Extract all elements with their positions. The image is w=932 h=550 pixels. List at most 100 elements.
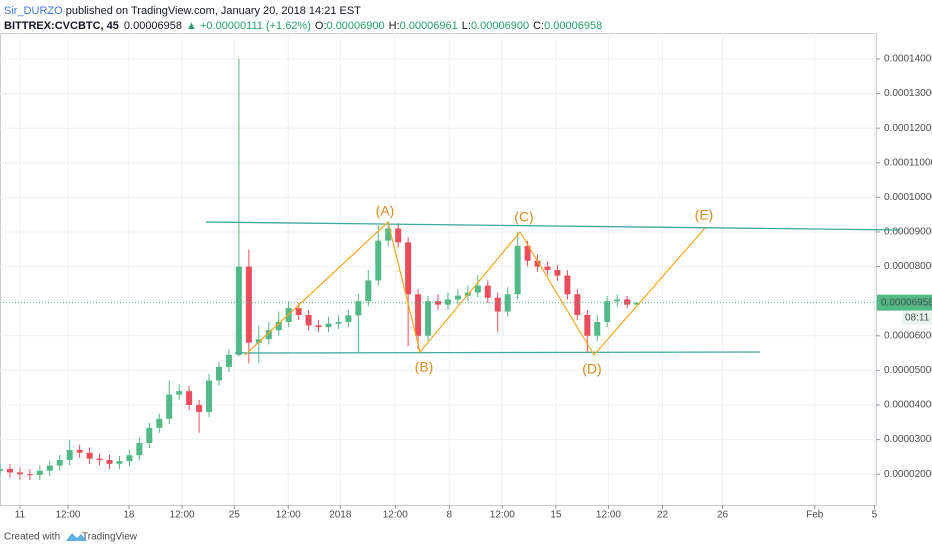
candle-body [514,245,521,295]
y-tick-label: 0.00006000 [884,330,932,341]
x-tick-label: 12:00 [383,510,408,521]
candle-body [235,266,242,355]
x-tick-label: 26 [717,510,729,521]
last-price-box [877,294,932,311]
candle-body [454,295,461,300]
x-tick-label: 18 [123,510,135,521]
footer: Created with TradingView [4,532,138,543]
ohlc-value: 0.00006900 [327,20,385,32]
last-price-label: 0.00006958 [881,297,932,308]
x-tick-label: 12:00 [170,510,195,521]
candle-body [96,458,103,461]
candle-body [345,315,352,322]
candle-body [554,270,561,276]
y-tick-label: 0.00003000 [884,434,932,445]
footer-text: Created with [4,532,60,543]
footer-brand[interactable]: TradingView [82,532,138,543]
y-tick-label: 0.00011000 [884,157,932,168]
x-tick-label: 12:00 [596,510,621,521]
candle-body [126,455,133,462]
candle-body [176,391,183,395]
y-tick-label: 0.00005000 [884,365,932,376]
candle-body [584,315,591,336]
candle-body [315,325,322,328]
x-tick-label: 5 [872,510,878,521]
x-tick-label: Feb [806,510,824,521]
ohlc-label: C: [533,20,544,32]
price: 0.00006958 [124,20,182,32]
y-tick-label: 0.00004000 [884,400,932,411]
candle-body [494,297,501,312]
x-tick-label: 12:00 [276,510,301,521]
wave-path [244,220,706,357]
candle-body [405,242,412,295]
plot-frame [0,33,877,506]
candle-body [245,266,252,343]
candle-body [116,461,123,464]
x-tick-label: 2018 [329,510,352,521]
wave-label: (D) [582,361,601,377]
candle-body [16,472,23,475]
candle-body [614,299,621,302]
y-tick-label: 0.00010000 [884,192,932,203]
candle-body [325,323,332,328]
x-tick-label: 8 [447,510,453,521]
candle-body [395,228,402,243]
candle-body [76,449,83,453]
candle-body [26,474,33,476]
published: published on TradingView.com, January 20… [63,5,361,17]
candle-body [604,301,611,322]
candle-body [484,285,491,298]
y-tick-label: 0.00012000 [884,123,932,134]
candle-body [136,443,143,456]
candle-body [0,469,3,471]
ohlc-label: H: [389,20,400,32]
candle-body [156,418,163,428]
y-tick-label: 0.00008000 [884,261,932,272]
candle-body [275,321,282,331]
candle-body [534,260,541,267]
candle-body [206,380,213,412]
candle-body [196,404,203,412]
x-tick-label: 11 [15,510,26,521]
candle-body [106,460,113,464]
countdown-box [902,310,932,325]
candle-body [524,245,531,261]
ohlc-label: L: [462,20,471,32]
wave-label: (A) [376,203,395,219]
candle-body [6,469,13,473]
candle-body [56,460,63,466]
candle-body [444,299,451,305]
candle-body [425,301,432,336]
candle-body [225,354,232,367]
x-tick-label: 22 [657,510,669,521]
candle-body [564,275,571,295]
candle-body [594,321,601,336]
trendline [234,351,761,354]
candle-body [375,240,382,281]
ohlc-value: 0.00006961 [400,20,458,32]
candle-body [295,308,302,316]
candle-body [216,366,222,381]
x-tick-label: 12:00 [55,510,80,521]
y-tick-label: 0.00002000 [884,469,932,480]
candle-body [305,315,312,326]
countdown: 08:11 [905,312,930,323]
author-link[interactable]: Sir_DURZO [4,5,63,17]
logo [66,533,87,541]
ohlc-value: 0.00006900 [471,20,529,32]
y-tick-label: 0.00009000 [884,227,932,238]
ohlc-value: 0.00006958 [544,20,602,32]
x-tick-label: 15 [550,510,562,521]
candle-body [86,452,93,459]
y-tick-label: 0.00014000 [884,54,932,65]
candle-body [66,449,73,461]
candle-body [634,302,641,305]
candle-body [36,470,43,475]
header-line: Sir_DURZO published on TradingView.com, … [4,5,361,17]
ohlc-label: O: [315,20,327,32]
symbol: BITTREX:CVCBTC, 45 [4,20,119,32]
x-tick-label: 25 [229,510,241,521]
